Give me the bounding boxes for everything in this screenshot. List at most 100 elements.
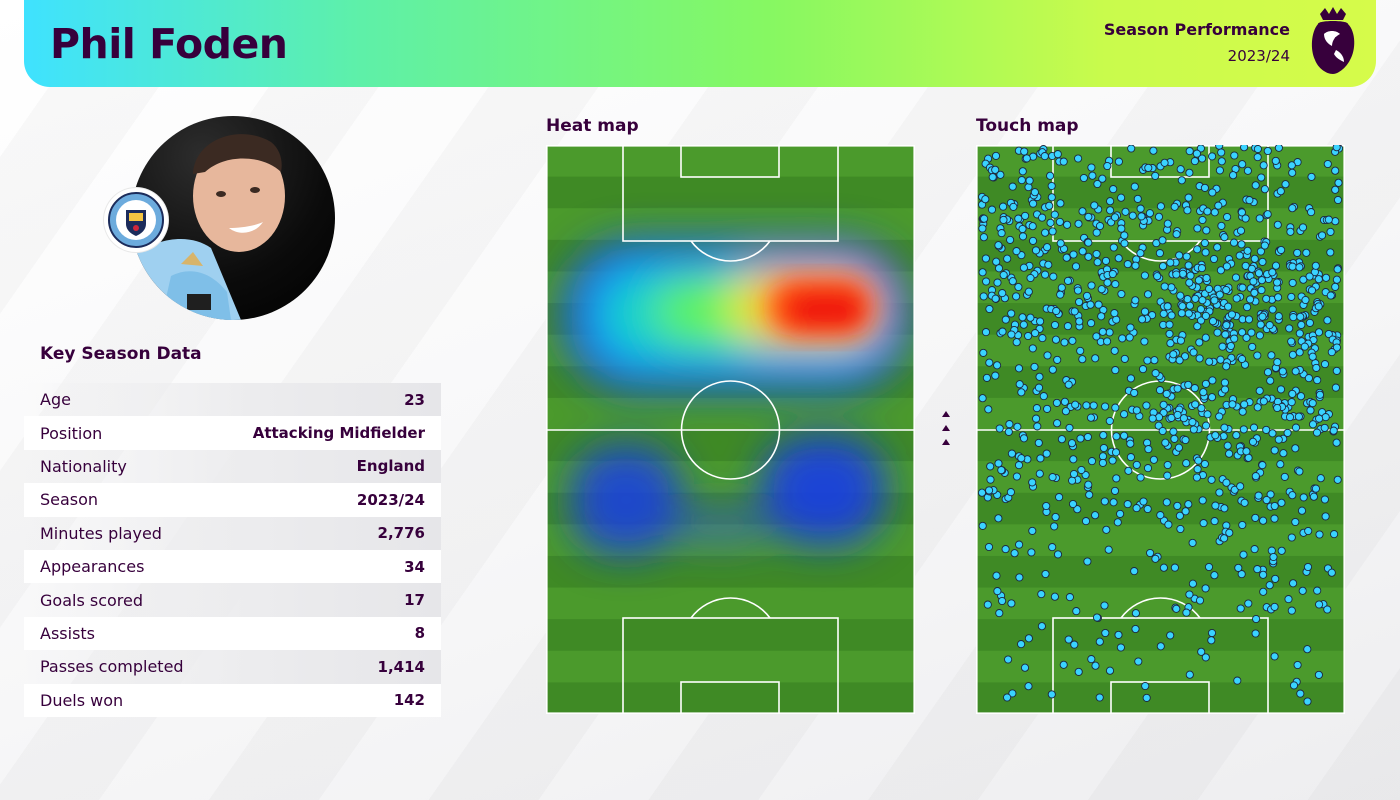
touch-dot <box>1311 261 1320 270</box>
touch-dot <box>1089 401 1098 410</box>
touch-dot <box>1242 447 1251 456</box>
stat-value: 34 <box>404 557 425 576</box>
touch-dot <box>1038 334 1047 343</box>
touch-dot <box>1222 321 1231 330</box>
touch-dot <box>1162 389 1171 398</box>
touch-dot <box>1277 498 1286 507</box>
touch-dot <box>1288 350 1297 359</box>
touch-dot <box>1273 358 1282 367</box>
touch-dot <box>1078 207 1087 216</box>
touch-dot <box>1132 460 1141 469</box>
touch-dot <box>1086 300 1095 309</box>
touch-dot <box>1287 533 1296 542</box>
touch-dot <box>978 224 987 233</box>
touch-dot <box>1082 291 1092 300</box>
touch-dot <box>1240 400 1249 409</box>
touch-dot <box>1133 194 1142 203</box>
touch-dot <box>1126 453 1135 462</box>
touch-dot <box>1026 273 1035 283</box>
touch-dot <box>1300 342 1309 351</box>
touch-dot <box>1020 663 1030 672</box>
touch-dot <box>1106 206 1115 215</box>
touch-dot <box>1274 435 1283 444</box>
touch-dot <box>1024 287 1033 296</box>
touch-dot <box>1074 219 1083 228</box>
touch-dot <box>1295 467 1304 476</box>
touch-dot <box>1270 652 1279 661</box>
pitch-stripe <box>546 650 915 683</box>
touch-dot <box>991 294 1000 303</box>
touch-dot <box>1142 401 1151 410</box>
touch-dot <box>1185 301 1194 310</box>
touch-dot <box>1108 456 1117 465</box>
stat-label: Age <box>40 390 71 410</box>
touch-dot <box>1092 228 1101 237</box>
pitch-stripe <box>546 176 915 209</box>
touch-dot <box>1117 289 1126 299</box>
touch-dot <box>1170 202 1179 211</box>
touch-dot <box>1235 251 1244 260</box>
touch-dot <box>1010 549 1019 558</box>
touch-dot <box>993 278 1002 287</box>
touch-dot <box>1064 380 1073 389</box>
touch-dot <box>1295 263 1304 272</box>
touch-dot <box>1254 491 1263 500</box>
touch-dot <box>1163 219 1172 228</box>
touch-dot <box>1222 285 1231 295</box>
touch-dot <box>1032 414 1041 423</box>
touch-dot <box>1189 348 1198 357</box>
touch-dot <box>1210 517 1219 526</box>
touch-dot <box>998 327 1007 336</box>
touch-dot <box>1200 459 1209 469</box>
touch-dot <box>986 475 995 484</box>
touch-dot <box>1223 441 1232 450</box>
touch-dot <box>1268 305 1277 314</box>
touch-dot <box>1220 423 1229 432</box>
touch-dot <box>1091 354 1100 363</box>
touch-dot <box>1239 425 1248 434</box>
touch-dot <box>1012 247 1021 256</box>
touch-dot <box>1252 614 1261 624</box>
touch-dot <box>1288 389 1297 398</box>
touch-dot <box>1136 473 1145 482</box>
touch-dot <box>1305 318 1314 327</box>
touch-dot <box>1289 681 1299 690</box>
touch-dot <box>994 241 1003 250</box>
touch-dot <box>1287 292 1296 301</box>
touch-dot <box>1271 261 1281 270</box>
touch-dot <box>1137 212 1146 221</box>
touch-dot <box>1202 421 1211 430</box>
touch-dot <box>1101 256 1111 265</box>
stat-value: 8 <box>414 624 425 643</box>
touch-dot <box>1078 355 1087 364</box>
touch-dot <box>1308 420 1318 429</box>
touch-dot <box>1202 273 1211 283</box>
touch-dot <box>1030 188 1039 197</box>
touch-dot <box>1265 581 1274 590</box>
stat-value: 2,776 <box>377 524 425 543</box>
touch-dot <box>1307 208 1316 217</box>
touch-dot <box>1024 331 1033 341</box>
touch-dot <box>1259 570 1268 579</box>
touch-dot <box>1084 212 1093 221</box>
touch-dot <box>1250 254 1259 263</box>
touch-dot <box>1069 455 1078 464</box>
touch-dot <box>1077 465 1086 475</box>
touch-dot <box>1306 406 1315 415</box>
touch-dot <box>1092 249 1101 259</box>
touch-dot <box>1111 280 1120 289</box>
touch-dot <box>1201 333 1210 342</box>
touch-dot <box>1188 538 1197 547</box>
touch-dot <box>991 151 1001 160</box>
touch-dot <box>1243 166 1252 175</box>
touch-dot <box>1015 380 1024 389</box>
touch-dot <box>1082 401 1091 410</box>
touch-dot <box>1313 586 1322 595</box>
touch-dot <box>1136 249 1145 258</box>
touch-dot <box>1270 602 1279 611</box>
touch-dot <box>1241 214 1250 223</box>
touch-dot <box>1123 260 1132 269</box>
touch-dot <box>1094 300 1103 309</box>
player-portrait <box>131 116 335 320</box>
touch-dot <box>1185 590 1194 599</box>
